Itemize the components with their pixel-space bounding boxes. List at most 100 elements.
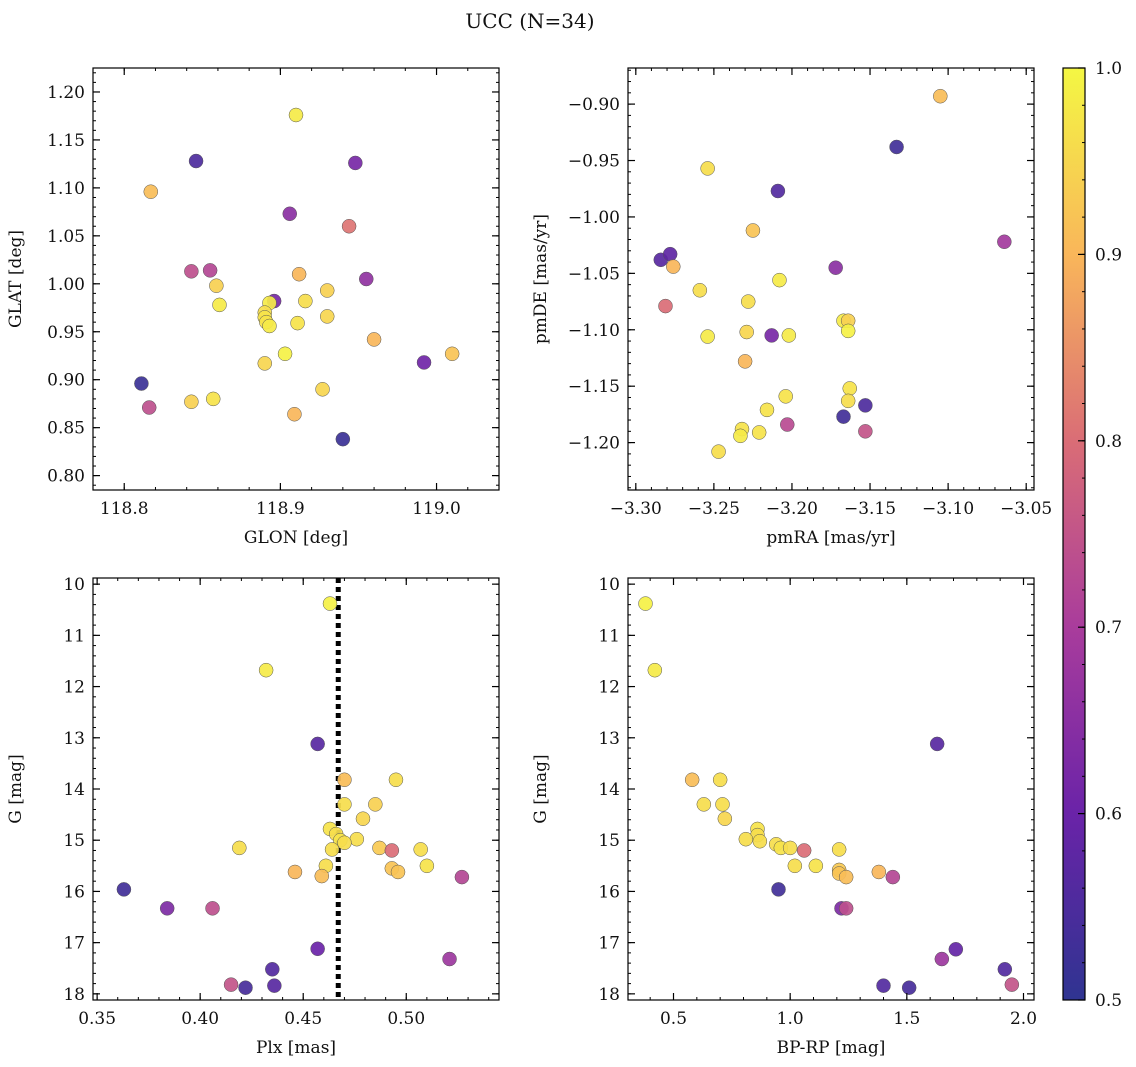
- data-point: [666, 259, 681, 274]
- data-point: [322, 596, 338, 611]
- y-tick-label: −0.95: [568, 152, 620, 172]
- data-point: [715, 797, 730, 812]
- data-point: [388, 772, 404, 788]
- data-point: [315, 382, 330, 397]
- y-tick-label: 0.85: [47, 419, 85, 439]
- data-point: [828, 260, 843, 275]
- data-point: [265, 962, 280, 977]
- data-point: [934, 951, 950, 967]
- data-point: [262, 318, 277, 334]
- data-point: [842, 381, 857, 396]
- data-point: [291, 266, 307, 282]
- data-point: [314, 868, 330, 884]
- data-point: [876, 978, 891, 993]
- x-tick-label: 1.5: [893, 1009, 920, 1029]
- data-point: [335, 431, 351, 447]
- data-point: [700, 161, 715, 176]
- data-point: [997, 962, 1013, 977]
- data-point: [267, 978, 282, 993]
- x-tick-label: 1.0: [777, 1009, 804, 1029]
- y-tick-label: 0.80: [47, 467, 85, 487]
- y-axis-label: GLAT [deg]: [6, 230, 26, 328]
- data-point: [717, 811, 733, 826]
- data-point: [840, 393, 856, 409]
- data-point: [341, 219, 357, 234]
- data-point: [764, 328, 779, 343]
- x-tick-label: 2.0: [1010, 1009, 1037, 1029]
- axes-frame: [627, 67, 1035, 491]
- panel-4: 0.5 1.0 1.5 2.0 10 11 12 13 14 15 16 17 18 BP-RP [mag…: [531, 575, 1037, 1058]
- data-point: [858, 398, 873, 413]
- data-point: [733, 428, 748, 444]
- data-point: [836, 409, 851, 424]
- y-axis-label: G [mag]: [6, 754, 26, 823]
- x-tick-label: 0.35: [78, 1009, 116, 1029]
- data-point: [212, 297, 227, 313]
- data-point: [209, 278, 224, 293]
- panel-1: 118.8 118.9 119.0 0.80 0.85 0.90 0.95 1.00 1.05 1…: [6, 67, 500, 548]
- data-point: [288, 107, 304, 123]
- data-point: [337, 797, 352, 812]
- data-point: [337, 835, 352, 851]
- data-point: [658, 298, 673, 314]
- data-point: [782, 840, 798, 856]
- data-point: [143, 184, 159, 199]
- y-tick-label: 16: [598, 882, 620, 902]
- y-tick-label: 1.00: [47, 275, 85, 295]
- data-point: [324, 842, 340, 857]
- x-tick-label: 0.50: [387, 1009, 425, 1029]
- data-point: [778, 389, 793, 404]
- colorbar-tick-label: 0.6: [1095, 805, 1122, 825]
- data-point: [885, 869, 901, 885]
- data-point: [737, 354, 753, 369]
- x-tick-label: 0.45: [284, 1009, 322, 1029]
- data-point: [787, 858, 803, 874]
- colorbar-gradient: [1062, 67, 1086, 1001]
- y-tick-label: −1.00: [568, 208, 620, 228]
- data-point: [355, 811, 371, 826]
- data-point: [752, 833, 768, 849]
- data-point: [257, 356, 273, 371]
- data-point: [638, 596, 653, 611]
- data-point: [796, 843, 812, 858]
- data-point: [359, 271, 374, 287]
- x-tick-label: −3.20: [766, 499, 818, 519]
- data-point: [366, 332, 382, 347]
- data-point: [202, 263, 218, 278]
- x-axis-label: pmRA [mas/yr]: [766, 528, 895, 548]
- x-tick-label: −3.15: [844, 499, 896, 519]
- data-point: [188, 153, 204, 169]
- data-point: [205, 901, 220, 916]
- axes-frame: [627, 577, 1035, 1001]
- panel-3: 0.35 0.40 0.45 0.50 10 11 12 13 14 15 16 17 18 Plx [m…: [6, 575, 500, 1058]
- y-tick-label: 18: [598, 985, 620, 1005]
- x-axis-label: GLON [deg]: [244, 528, 348, 548]
- data-point: [319, 309, 335, 324]
- y-tick-label: 12: [598, 678, 620, 698]
- y-tick-label: 14: [598, 780, 620, 800]
- data-point: [780, 417, 795, 432]
- y-tick-label: −1.15: [568, 377, 620, 397]
- data-point: [808, 858, 824, 874]
- x-tick-label: 118.9: [256, 499, 305, 519]
- figure-title: UCC (N=34): [465, 9, 594, 33]
- data-point: [454, 869, 470, 885]
- y-tick-label: −0.90: [568, 95, 620, 115]
- data-point: [1004, 977, 1020, 992]
- data-point: [684, 772, 700, 788]
- x-tick-label: −3.05: [1000, 499, 1052, 519]
- data-point: [390, 864, 406, 880]
- y-tick-label: 10: [63, 575, 85, 595]
- y-tick-label: 11: [598, 626, 620, 646]
- data-point: [287, 406, 302, 422]
- y-tick-label: 12: [63, 678, 85, 698]
- data-point: [184, 264, 199, 279]
- data-point: [712, 772, 728, 788]
- x-tick-label: −3.25: [688, 499, 740, 519]
- x-tick-label: 0.40: [181, 1009, 219, 1029]
- data-point: [858, 424, 873, 439]
- data-point: [184, 394, 199, 410]
- y-tick-label: 13: [598, 729, 620, 749]
- y-tick-label: 13: [63, 729, 85, 749]
- data-point: [647, 662, 663, 678]
